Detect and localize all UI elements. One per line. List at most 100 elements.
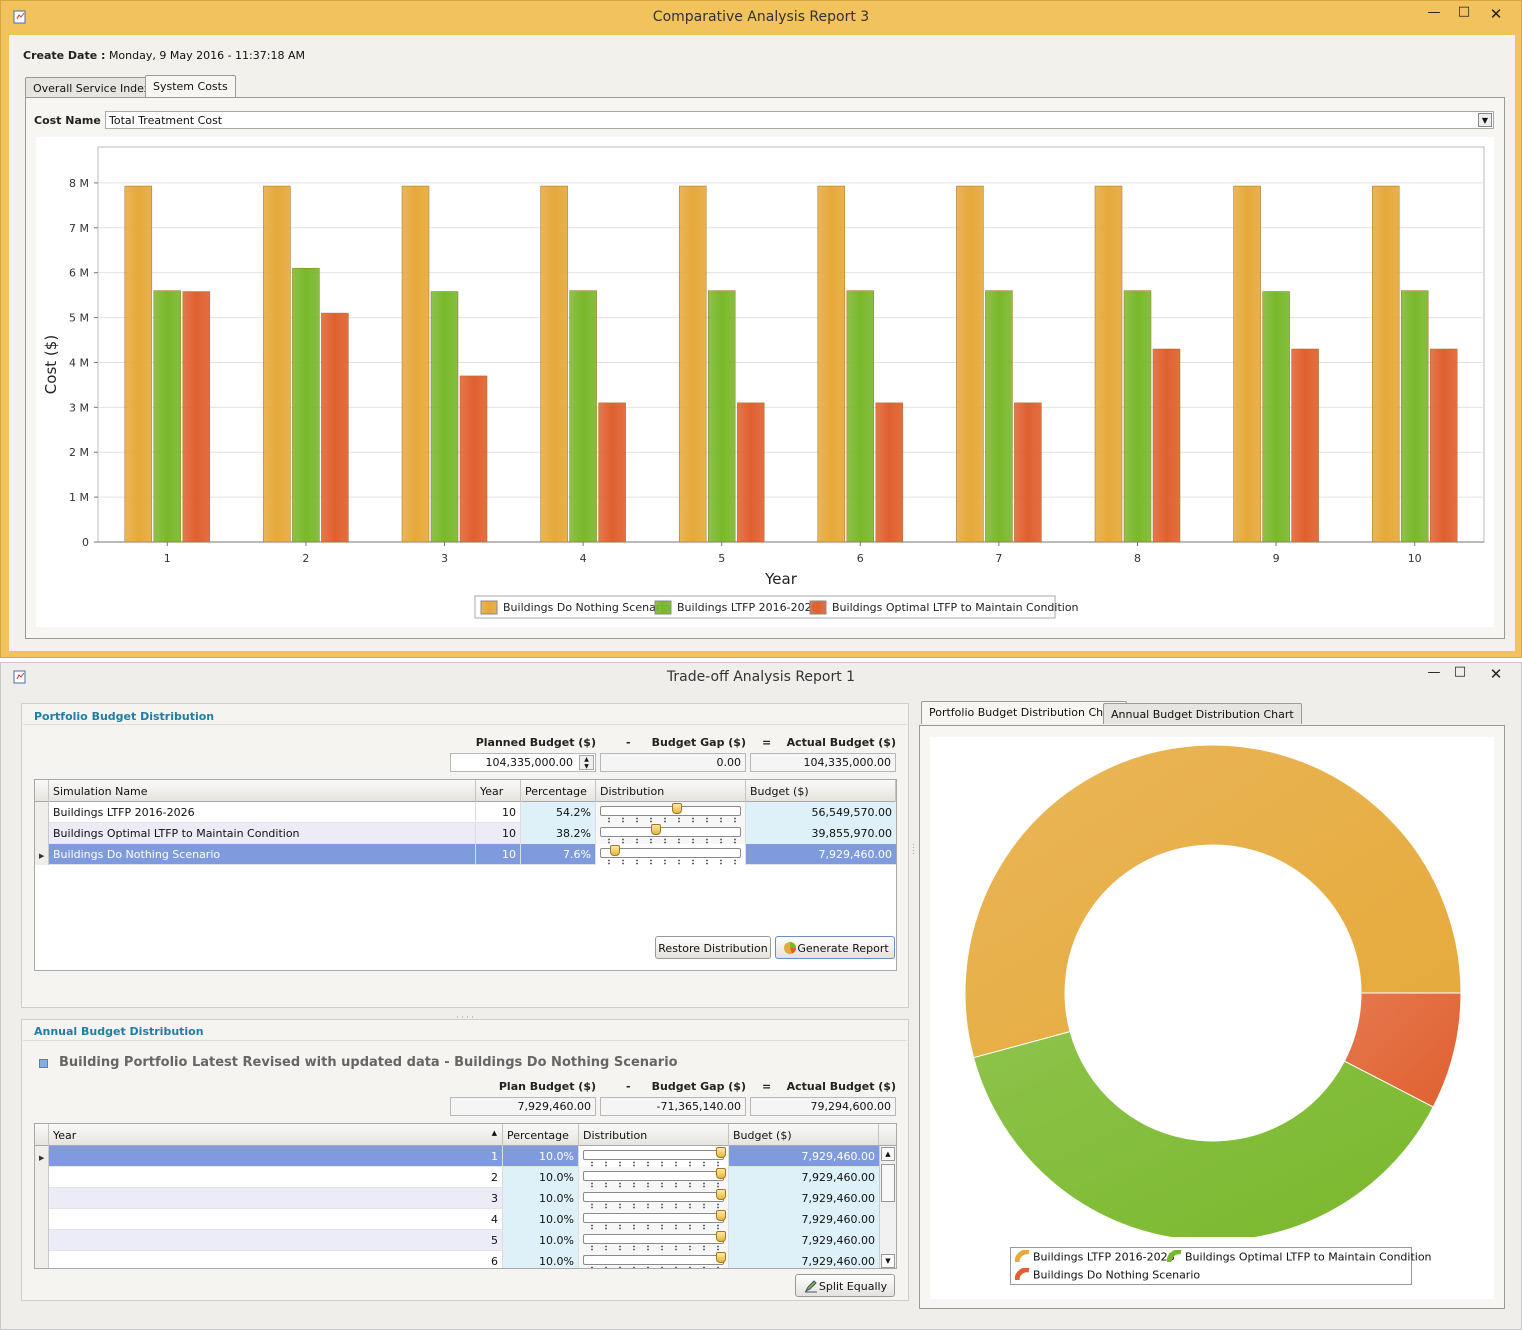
column-distribution[interactable]: Distribution [579,1124,729,1146]
slider-thumb[interactable] [650,824,661,835]
distribution-slider[interactable] [579,1251,729,1268]
percentage-cell[interactable]: 10.0% [503,1167,579,1188]
percentage-cell[interactable]: 7.6% [521,844,596,865]
chevron-down-icon[interactable]: ▼ [1478,113,1492,127]
budget-cell[interactable]: 7,929,460.00 [801,1150,875,1163]
maximize-icon[interactable]: □ [1457,4,1471,19]
column-budget[interactable]: Budget ($) [729,1124,879,1146]
percentage-cell[interactable]: 10.0% [503,1230,579,1251]
slider-thumb[interactable] [716,1210,726,1221]
column-percentage[interactable]: Percentage [503,1124,579,1146]
distribution-slider[interactable] [579,1146,729,1167]
distribution-slider[interactable] [579,1167,729,1188]
restore-label: Restore Distribution [658,942,768,955]
budget-cell[interactable]: 7,929,460.00 [729,1251,879,1268]
budget-cell[interactable]: 39,855,970.00 [746,823,896,844]
column-year[interactable]: Year [476,780,521,802]
percentage-cell[interactable]: 10.0% [503,1209,579,1230]
planned-budget-input[interactable]: 104,335,000.00 ▲ ▼ [450,753,596,772]
scroll-down-icon[interactable]: ▼ [881,1254,895,1268]
cost-name-select[interactable]: Total Treatment Cost ▼ [105,111,1494,129]
y-tick-label: 2 M [69,446,89,459]
row-indicator[interactable]: ▶ [35,844,49,865]
distribution-slider[interactable] [596,844,746,865]
table-row[interactable]: 4 10.0% 7,929,460.00 [35,1209,879,1230]
planned-budget-label: Planned Budget ($) [475,736,596,749]
table-row[interactable]: ▶ Buildings Do Nothing Scenario 10 7.6% … [35,844,896,865]
slider-thumb[interactable] [716,1189,726,1200]
column-simulation-name[interactable]: Simulation Name [49,780,476,802]
tab-portfolio-chart[interactable]: Portfolio Budget Distribution Chart [921,701,1127,724]
distribution-slider[interactable] [579,1188,729,1209]
column-distribution[interactable]: Distribution [596,780,746,802]
slider-thumb[interactable] [716,1231,726,1242]
tab-annual-chart[interactable]: Annual Budget Distribution Chart [1103,703,1302,724]
slider-thumb[interactable] [672,803,683,814]
table-row[interactable]: 5 10.0% 7,929,460.00 [35,1230,879,1251]
tab-overall-service-index[interactable]: Overall Service Index [25,77,159,98]
vertical-splitter[interactable]: :: [912,841,915,856]
row-indicator[interactable] [35,1167,49,1188]
budget-cell[interactable]: 7,929,460.00 [729,1209,879,1230]
restore-distribution-button[interactable]: Restore Distribution [655,936,771,959]
slider-thumb[interactable] [716,1147,726,1158]
percentage-cell[interactable]: 38.2% [521,823,596,844]
distribution-slider[interactable] [596,823,746,844]
slider-thumb[interactable] [716,1252,726,1263]
spinner-icon[interactable]: ▲ ▼ [579,755,594,770]
slider-thumb[interactable] [716,1168,726,1179]
row-indicator[interactable] [35,1230,49,1251]
cost-bar-chart: 0 1 M 2 M 3 M 4 M 5 M 6 M 7 M 8 M 1 2 3 4 5 6 7 8 9 10 Year… [42,146,1485,619]
maximize-icon[interactable]: □ [1453,664,1467,679]
row-indicator[interactable] [35,1251,49,1268]
percentage-cell[interactable]: 10.0% [503,1188,579,1209]
minimize-icon[interactable]: — [1427,5,1441,20]
bar [678,185,707,543]
distribution-slider[interactable] [579,1209,729,1230]
distribution-slider[interactable] [596,802,746,823]
table-row[interactable]: ▶ 1 10.0% 7,929,460.00 [35,1146,879,1167]
bar [569,290,597,543]
budget-cell[interactable]: 7,929,460.00 [729,1230,879,1251]
slider-thumb[interactable] [610,845,621,856]
table-row[interactable]: Buildings LTFP 2016-2026 10 54.2% 56,549… [35,802,896,823]
percentage-cell[interactable]: 54.2% [521,802,596,823]
table-row[interactable]: 6 10.0% 7,929,460.00 [35,1251,879,1268]
column-year[interactable]: Year ▲ [49,1124,503,1146]
budget-cell[interactable]: 56,549,570.00 [746,802,896,823]
table-row[interactable]: 2 10.0% 7,929,460.00 [35,1167,879,1188]
splitter-grip[interactable]: · · · · [456,1013,474,1022]
column-percentage[interactable]: Percentage [521,780,596,802]
percentage-cell[interactable]: 10.0% [503,1251,579,1268]
column-budget[interactable]: Budget ($) [746,780,896,802]
distribution-slider[interactable] [579,1230,729,1251]
row-indicator[interactable] [35,802,49,823]
system-costs-panel: Cost Name : Total Treatment Cost ▼ 0 1 M 2… [25,97,1505,639]
row-indicator[interactable] [35,1209,49,1230]
split-equally-button[interactable]: Split Equally [795,1274,895,1297]
percentage-cell[interactable]: 10.0% [503,1146,579,1167]
table-row[interactable]: Buildings Optimal LTFP to Maintain Condi… [35,823,896,844]
budget-cell[interactable]: 7,929,460.00 [729,1167,879,1188]
close-icon[interactable]: ✕ [1489,665,1503,683]
close-icon[interactable]: ✕ [1489,5,1503,23]
x-tick-label: 5 [718,552,725,565]
row-indicator[interactable] [35,1188,49,1209]
table-row[interactable]: 3 10.0% 7,929,460.00 [35,1188,879,1209]
row-indicator[interactable]: ▶ [35,1146,49,1167]
budget-cell[interactable]: 7,929,460.00 [818,848,892,861]
generate-report-button[interactable]: Generate Report [775,936,895,959]
scrollbar[interactable]: ▲ ▼ [879,1146,896,1268]
scroll-thumb[interactable] [881,1164,895,1202]
budget-cell[interactable]: 7,929,460.00 [729,1188,879,1209]
window-title: Trade-off Analysis Report 1 [666,669,856,685]
report-window-icon[interactable] [12,9,28,25]
legend-label: Buildings LTFP 2016-2026 [677,601,819,614]
tab-system-costs[interactable]: System Costs [145,75,236,98]
actual-budget-field: 104,335,000.00 [750,753,896,772]
scroll-up-icon[interactable]: ▲ [881,1147,895,1161]
minimize-icon[interactable]: — [1427,665,1441,680]
row-indicator[interactable] [35,823,49,844]
year-cell: 10 [476,823,521,844]
report-window-icon[interactable] [12,669,28,685]
